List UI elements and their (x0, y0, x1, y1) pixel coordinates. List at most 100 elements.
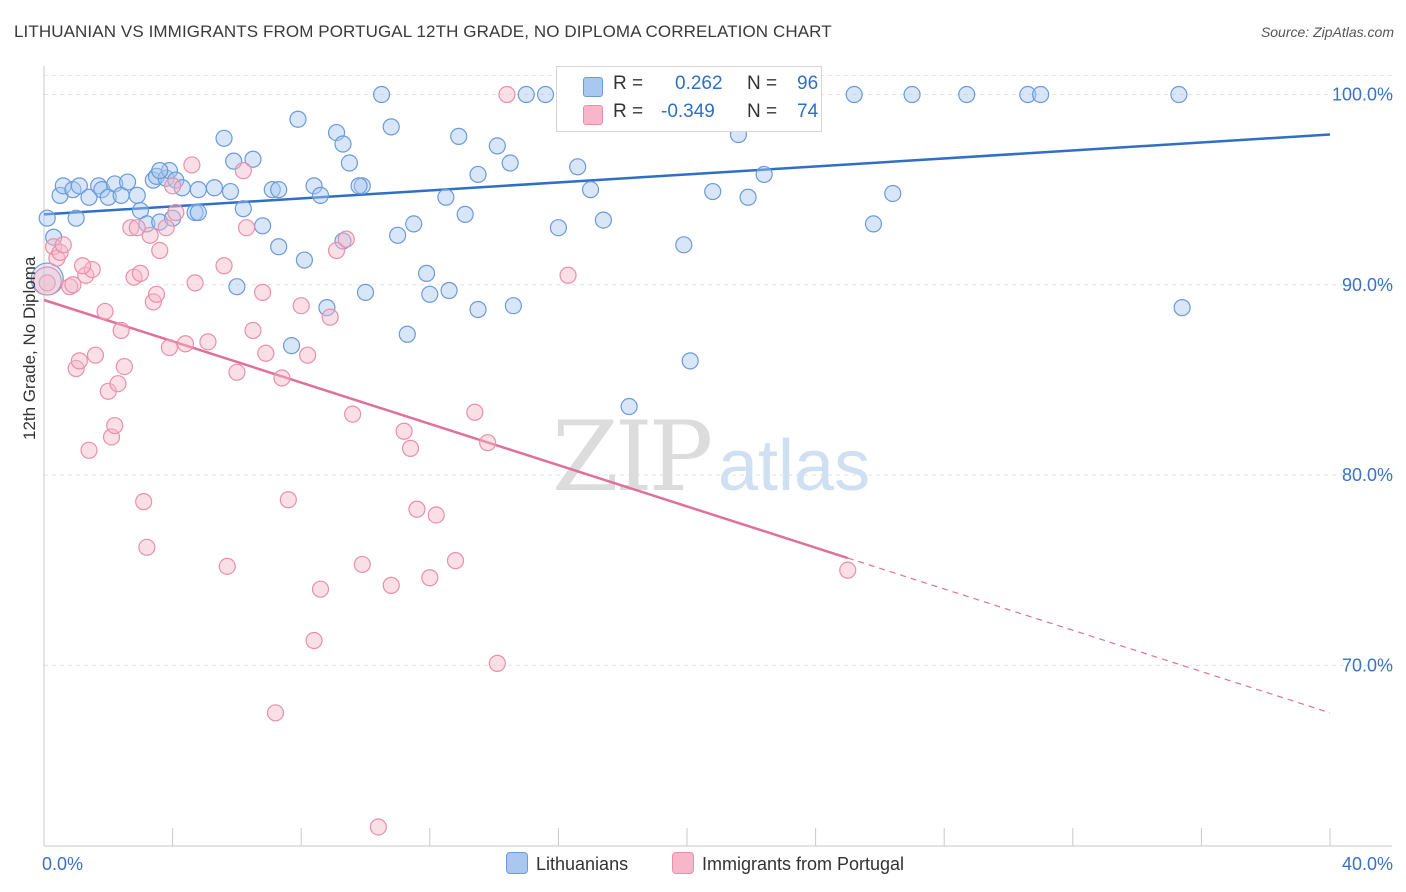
x-tick-label: 0.0% (42, 854, 83, 874)
portugal-point (228, 363, 246, 381)
portugal-point (305, 631, 323, 650)
portugal-point (237, 219, 256, 237)
n-value-portugal: 74 (797, 101, 819, 122)
lithuanians-point (254, 217, 272, 235)
legend-label-lithuanians: Lithuanians (536, 854, 629, 874)
legend-item-portugal[interactable]: Immigrants from Portugal (672, 852, 904, 875)
y-tick-label: 80.0% (1342, 465, 1393, 485)
portugal-point (218, 557, 236, 575)
portugal-point (299, 346, 317, 364)
portugal-point (446, 552, 465, 570)
lithuanians-point (581, 181, 600, 199)
n-value-lithuanians: 96 (797, 73, 819, 94)
portugal-point (273, 369, 291, 387)
lithuanians-point (67, 209, 85, 227)
lithuanians-point (350, 177, 368, 195)
portugal-point (292, 297, 310, 315)
lithuanians-point (151, 162, 169, 180)
lithuanians-point (118, 173, 137, 191)
lithuanians-point (469, 165, 487, 184)
portugal-point (382, 576, 400, 594)
lithuanians-point (340, 154, 359, 172)
portugal-point (254, 283, 272, 301)
portugal-point (38, 274, 56, 292)
portugal-point (141, 226, 159, 244)
lithuanians-point (1032, 85, 1050, 104)
portugal-point (498, 85, 516, 104)
lithuanians-point (189, 203, 207, 222)
portugal-point (138, 538, 156, 556)
stats-box: R = 0.262 N = 96 R = -0.349 N = 74 (556, 66, 822, 132)
lithuanians-point (469, 300, 487, 319)
watermark-zip: ZIP (552, 401, 711, 513)
portugal-point (147, 285, 166, 303)
watermark: ZIP atlas (552, 401, 870, 513)
portugal-point (839, 561, 857, 579)
portugal-point (131, 264, 150, 282)
portugal-point (86, 346, 105, 364)
portugal-point (401, 439, 420, 457)
lithuanians-points (30, 85, 1191, 416)
lithuanians-point (389, 226, 407, 244)
portugal-point (160, 338, 178, 357)
portugal-points (32, 85, 857, 836)
lithuanians-point (456, 205, 474, 223)
portugal-point (479, 434, 497, 452)
lithuanians-point (845, 85, 863, 104)
lithuanians-point (755, 165, 773, 184)
lithuanians-point (501, 154, 519, 172)
lithuanians-point (903, 85, 921, 104)
portugal-point (353, 555, 371, 574)
lithuanians-point (356, 283, 375, 301)
portugal-point (70, 352, 88, 370)
lithuanians-point (318, 299, 336, 317)
n-label: N = (747, 101, 778, 122)
lithuanians-point (1170, 85, 1188, 104)
lithuanians-point (263, 181, 281, 199)
lithuanians-point (488, 137, 506, 155)
lithuanians-point (681, 352, 699, 370)
lithuanians-point (189, 181, 207, 199)
r-label: R = (613, 73, 644, 94)
portugal-point (32, 266, 62, 296)
portugal-point (199, 333, 217, 351)
lithuanians-point (450, 127, 468, 145)
lithuanians-point (958, 85, 976, 104)
y-axis-label: 12th Grade, No Diploma (20, 256, 39, 440)
lithuanians-point (205, 179, 223, 197)
portugal-point (135, 493, 153, 511)
lithuanians-point (549, 219, 568, 237)
lithuanians-point (517, 85, 535, 104)
lithuanians-point (372, 85, 391, 104)
lithuanians-point (270, 181, 288, 199)
lithuanians-point (282, 337, 301, 355)
lithuanians-point (80, 188, 98, 206)
lithuanians-point (437, 188, 455, 206)
lithuanians-point (675, 236, 693, 254)
blue-swatch (583, 77, 603, 97)
tick-labels: 70.0% 80.0% 90.0% 100.0% 0.0% 40.0% (42, 85, 1393, 874)
lithuanians-trend-line (43, 133, 1331, 216)
lithuanians-point (1019, 85, 1037, 104)
portugal-point (344, 405, 362, 423)
portugal-point (73, 257, 92, 275)
portugal-point (215, 257, 233, 275)
portugal-point (279, 491, 297, 509)
portugal-point (106, 416, 124, 435)
lithuanians-point (228, 278, 246, 296)
pink-swatch (583, 105, 603, 125)
lithuanians-point (884, 184, 902, 203)
lithuanians-point (244, 150, 262, 168)
n-label: N = (747, 73, 778, 94)
portugal-point (311, 580, 330, 598)
chart-title: LITHUANIAN VS IMMIGRANTS FROM PORTUGAL 1… (14, 22, 832, 41)
lithuanians-point (504, 297, 522, 315)
legend-item-lithuanians[interactable]: Lithuanians (506, 852, 628, 875)
lithuanians-point (128, 186, 146, 204)
portugal-point (96, 302, 114, 321)
lithuanians-point (421, 285, 439, 303)
lithuanians-point (398, 325, 416, 343)
portugal-point (466, 403, 484, 421)
lithuanians-point (270, 238, 288, 256)
